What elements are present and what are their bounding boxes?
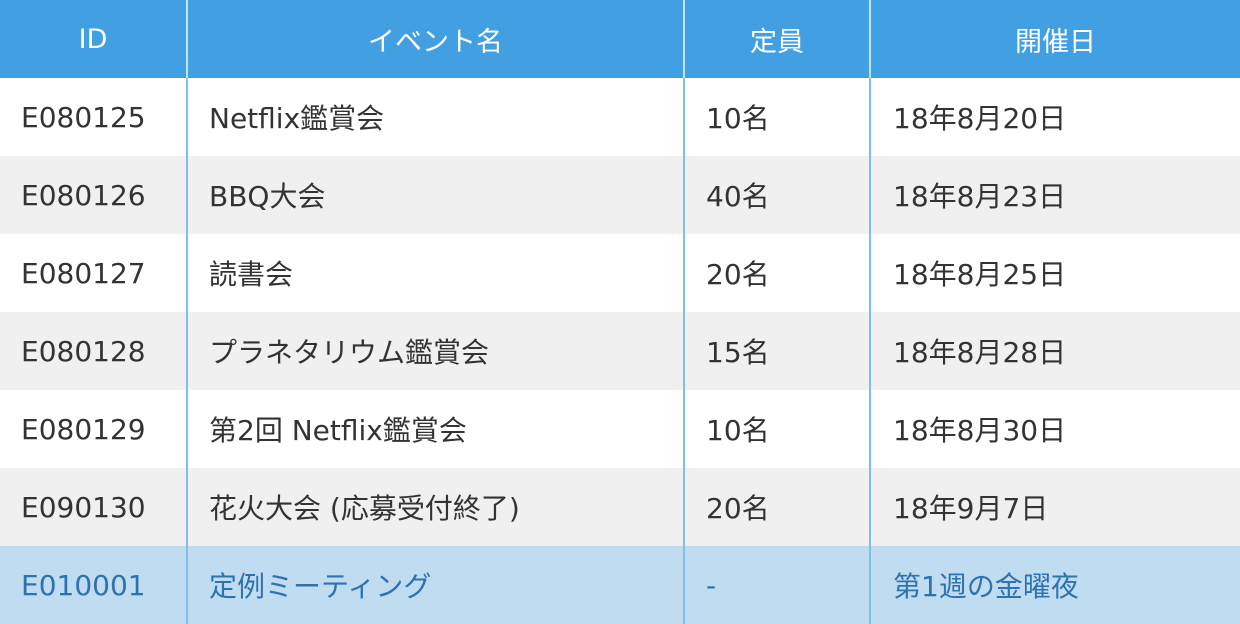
- cell-date: 18年8月30日: [869, 390, 1240, 468]
- cell-event-name: Netflix鑑賞会: [186, 78, 684, 156]
- table-body: E080125 Netflix鑑賞会 10名 18年8月20日 E080126 …: [0, 78, 1240, 624]
- table-row[interactable]: E080128 プラネタリウム鑑賞会 15名 18年8月28日: [0, 312, 1240, 390]
- cell-capacity: 20名: [683, 468, 870, 546]
- cell-capacity: 10名: [683, 78, 870, 156]
- cell-date: 第1週の金曜夜: [869, 546, 1240, 624]
- cell-capacity: 40名: [683, 156, 870, 234]
- cell-date: 18年8月23日: [869, 156, 1240, 234]
- cell-date: 18年8月25日: [869, 234, 1240, 312]
- header-event-name[interactable]: イベント名: [186, 0, 684, 78]
- cell-event-name: 定例ミーティング: [186, 546, 684, 624]
- cell-event-name: BBQ大会: [186, 156, 684, 234]
- header-row: ID イベント名 定員 開催日: [0, 0, 1240, 78]
- cell-date: 18年8月28日: [869, 312, 1240, 390]
- header-id[interactable]: ID: [0, 0, 187, 78]
- cell-date: 18年9月7日: [869, 468, 1240, 546]
- cell-event-name: プラネタリウム鑑賞会: [186, 312, 684, 390]
- cell-event-name: 花火大会 (応募受付終了): [186, 468, 684, 546]
- cell-date: 18年8月20日: [869, 78, 1240, 156]
- cell-id: E080128: [0, 312, 187, 390]
- cell-event-name: 読書会: [186, 234, 684, 312]
- cell-event-name: 第2回 Netflix鑑賞会: [186, 390, 684, 468]
- table-row[interactable]: E080127 読書会 20名 18年8月25日: [0, 234, 1240, 312]
- table-row[interactable]: E090130 花火大会 (応募受付終了) 20名 18年9月7日: [0, 468, 1240, 546]
- header-date[interactable]: 開催日: [869, 0, 1240, 78]
- cell-id: E090130: [0, 468, 187, 546]
- table-row[interactable]: E080125 Netflix鑑賞会 10名 18年8月20日: [0, 78, 1240, 156]
- cell-capacity: -: [683, 546, 870, 624]
- table-row-highlighted[interactable]: E010001 定例ミーティング - 第1週の金曜夜: [0, 546, 1240, 624]
- cell-id: E010001: [0, 546, 187, 624]
- cell-id: E080127: [0, 234, 187, 312]
- table-row[interactable]: E080126 BBQ大会 40名 18年8月23日: [0, 156, 1240, 234]
- cell-id: E080129: [0, 390, 187, 468]
- cell-capacity: 20名: [683, 234, 870, 312]
- cell-id: E080126: [0, 156, 187, 234]
- cell-id: E080125: [0, 78, 187, 156]
- header-capacity[interactable]: 定員: [683, 0, 870, 78]
- cell-capacity: 10名: [683, 390, 870, 468]
- cell-capacity: 15名: [683, 312, 870, 390]
- table-header: ID イベント名 定員 開催日: [0, 0, 1240, 78]
- table-row[interactable]: E080129 第2回 Netflix鑑賞会 10名 18年8月30日: [0, 390, 1240, 468]
